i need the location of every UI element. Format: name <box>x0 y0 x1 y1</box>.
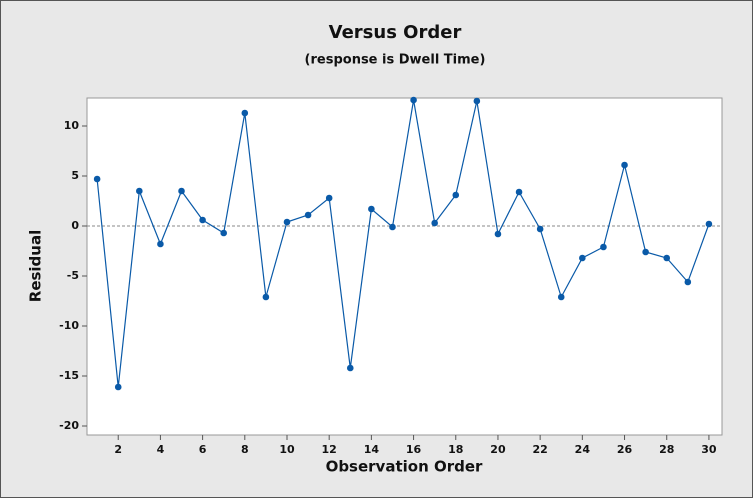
data-point <box>621 161 628 169</box>
x-axis-label: Observation Order <box>326 458 483 476</box>
data-point <box>663 254 671 262</box>
y-tick-label: 10 <box>64 119 80 132</box>
data-point <box>389 223 396 231</box>
chart-title: Versus Order <box>329 22 462 43</box>
x-tick-label: 28 <box>659 443 674 456</box>
x-tick-label: 24 <box>575 443 591 456</box>
data-point <box>684 278 692 286</box>
data-point <box>114 383 122 391</box>
x-tick-label: 10 <box>279 443 295 456</box>
data-point <box>283 218 291 226</box>
y-axis-label: Residual <box>27 230 45 302</box>
data-point <box>178 187 185 195</box>
data-point <box>262 293 270 301</box>
x-tick-label: 30 <box>701 443 717 456</box>
data-point <box>536 225 544 233</box>
data-point <box>494 230 502 238</box>
data-point <box>557 293 565 301</box>
data-point <box>579 254 586 262</box>
y-tick-label: -20 <box>59 419 79 432</box>
data-point <box>642 248 649 256</box>
x-tick-label: 4 <box>157 443 165 456</box>
data-point <box>136 187 143 195</box>
y-tick-label: 5 <box>71 169 79 182</box>
data-point <box>473 97 481 105</box>
x-tick-label: 18 <box>448 443 463 456</box>
x-tick-label: 6 <box>199 443 207 456</box>
x-tick-label: 12 <box>322 443 337 456</box>
y-tick-label: 0 <box>71 219 79 232</box>
y-tick-label: -15 <box>59 369 79 382</box>
data-point <box>452 191 460 199</box>
y-tick-label: -10 <box>59 319 79 332</box>
data-point <box>705 220 713 228</box>
data-point <box>368 205 375 213</box>
x-tick-label: 22 <box>532 443 547 456</box>
chart-subtitle: (response is Dwell Time) <box>305 53 486 68</box>
data-point <box>410 96 417 104</box>
data-point <box>157 240 164 248</box>
data-point <box>325 194 333 202</box>
data-point <box>515 188 523 196</box>
data-point <box>431 219 438 227</box>
x-tick-label: 20 <box>490 443 506 456</box>
x-tick-label: 2 <box>114 443 122 456</box>
x-tick-label: 14 <box>364 443 380 456</box>
data-point <box>93 175 101 183</box>
x-tick-label: 26 <box>617 443 633 456</box>
data-point <box>346 364 354 372</box>
data-point <box>600 243 607 251</box>
plot-area <box>86 97 723 436</box>
data-point <box>199 216 206 224</box>
data-point <box>220 229 228 237</box>
data-point <box>304 211 312 219</box>
series-line <box>96 99 710 388</box>
x-tick-label: 16 <box>406 443 422 456</box>
data-point <box>241 109 249 117</box>
y-tick-label: -5 <box>67 269 79 282</box>
x-tick-label: 8 <box>241 443 249 456</box>
